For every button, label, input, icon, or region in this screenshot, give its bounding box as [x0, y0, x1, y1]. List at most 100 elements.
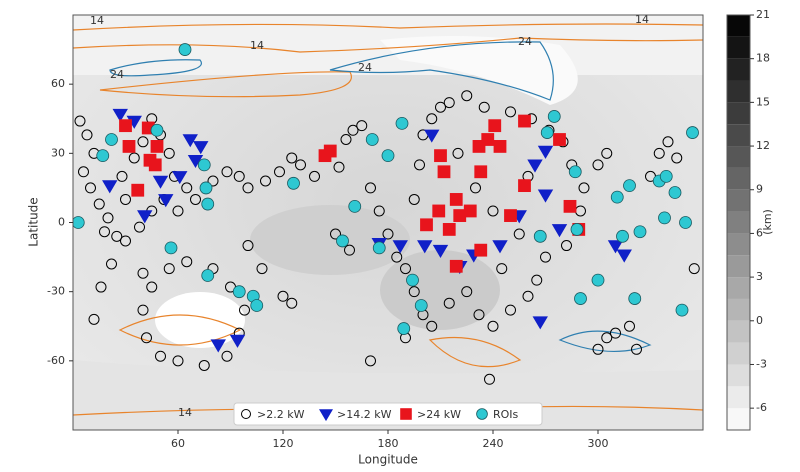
y-tick-label: 30: [51, 146, 65, 159]
point: [553, 133, 566, 146]
colorbar-band: [727, 408, 750, 430]
contour-label: 24: [358, 61, 372, 74]
point: [623, 179, 636, 193]
colorbar-tick-label: -6: [756, 401, 767, 414]
point: [675, 303, 689, 317]
y-tick-label: -30: [47, 285, 65, 298]
point: [198, 359, 210, 371]
point: [531, 274, 543, 286]
point: [505, 106, 516, 118]
point: [274, 166, 285, 178]
contour-label: 14: [250, 39, 264, 52]
point: [340, 134, 352, 145]
colorbar-tick-label: 15: [756, 95, 770, 108]
point: [461, 286, 473, 298]
point: [435, 101, 446, 113]
x-axis-label: Longitude: [358, 453, 418, 467]
point: [443, 97, 455, 109]
point: [221, 166, 233, 178]
colorbar-tick-label: 12: [756, 139, 770, 152]
point: [493, 140, 507, 153]
point: [624, 320, 635, 332]
contour-label: 24: [518, 35, 532, 48]
point: [250, 299, 264, 312]
point: [155, 350, 166, 362]
legend-label: ROIs: [493, 408, 519, 421]
point: [286, 152, 298, 164]
point: [442, 223, 456, 236]
point: [473, 309, 485, 321]
point: [137, 304, 149, 316]
point: [356, 120, 368, 132]
colorbar-tick-label: -3: [756, 357, 767, 370]
x-tick-label: 300: [588, 437, 609, 450]
point: [628, 292, 642, 305]
point: [172, 355, 184, 367]
point: [601, 147, 613, 159]
point: [504, 209, 517, 222]
point: [277, 290, 289, 302]
point: [382, 228, 394, 240]
point: [561, 240, 572, 252]
colorbar-tick-label: 3: [756, 270, 763, 283]
point: [78, 166, 89, 178]
point: [163, 263, 175, 275]
point: [537, 145, 554, 159]
point: [616, 249, 632, 263]
point: [128, 152, 140, 164]
y-tick-label: -60: [47, 354, 65, 367]
point: [434, 149, 447, 163]
point: [533, 229, 547, 243]
point: [424, 129, 440, 143]
point: [688, 263, 700, 275]
point: [488, 119, 502, 133]
point: [532, 316, 548, 330]
point: [295, 159, 306, 171]
colorbar-tick-label: 21: [756, 8, 770, 21]
point: [563, 199, 577, 213]
point: [242, 182, 254, 194]
point: [122, 140, 136, 153]
point: [513, 228, 525, 240]
colorbar-tick-label: 18: [756, 52, 770, 65]
point: [391, 251, 403, 263]
point: [420, 218, 433, 232]
colorbar-tick-label: 6: [756, 226, 763, 239]
point: [432, 204, 446, 218]
point: [414, 159, 425, 171]
colorbar-band: [727, 36, 750, 59]
point: [210, 339, 226, 353]
point: [487, 205, 499, 217]
colorbar-tick-label: 0: [756, 314, 763, 327]
point: [190, 193, 201, 205]
point: [365, 355, 376, 367]
point: [372, 241, 386, 255]
point: [333, 161, 345, 173]
point: [432, 244, 449, 258]
legend-marker: [241, 409, 251, 419]
point: [199, 181, 213, 195]
point: [134, 221, 145, 233]
point: [426, 320, 438, 332]
point: [137, 267, 149, 279]
point: [256, 263, 268, 275]
colorbar-band: [727, 233, 750, 256]
point: [93, 198, 105, 210]
point: [449, 259, 463, 273]
colorbar-tick-label: 9: [756, 183, 763, 196]
point: [229, 334, 246, 348]
point: [287, 176, 300, 190]
colorbar-band: [727, 277, 750, 299]
point: [568, 165, 582, 179]
point: [653, 147, 665, 159]
legend-label: >24 kW: [417, 408, 461, 421]
point: [158, 194, 174, 208]
point: [408, 286, 420, 298]
point: [449, 193, 463, 206]
point: [336, 234, 349, 248]
point: [96, 149, 110, 163]
point: [102, 212, 114, 224]
point: [95, 281, 107, 293]
point: [518, 179, 531, 193]
